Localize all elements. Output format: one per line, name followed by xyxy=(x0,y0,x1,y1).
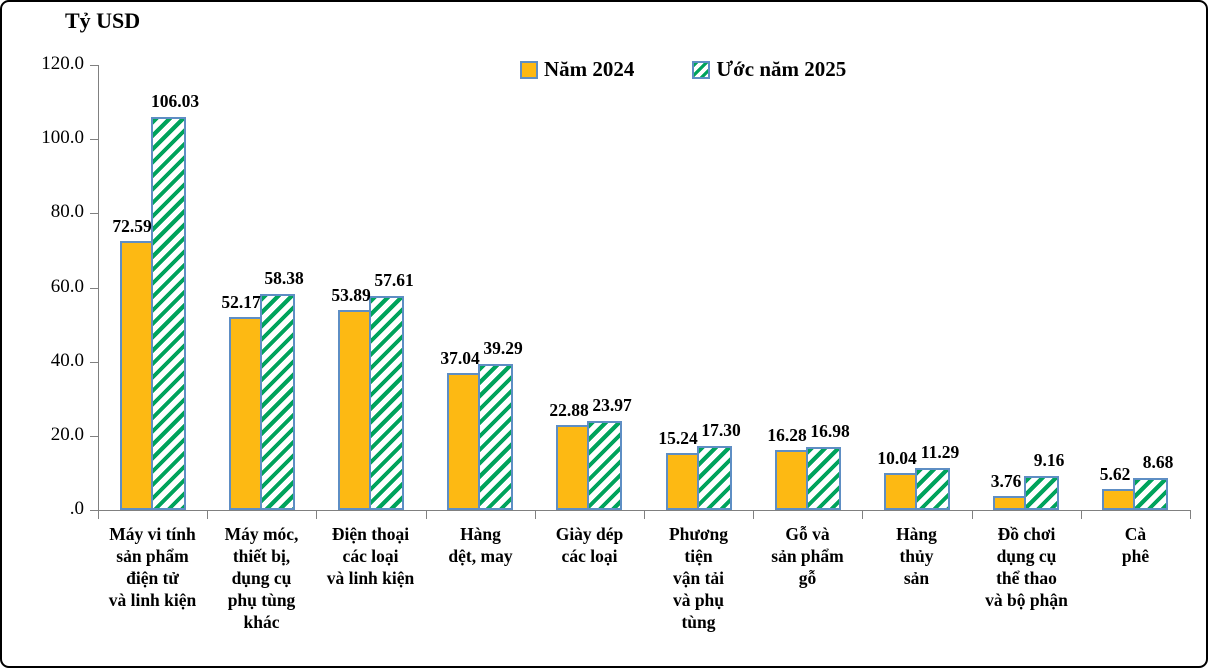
bar-2024-1 xyxy=(120,241,153,510)
value-label-2024-7: 16.28 xyxy=(767,425,807,445)
value-label-2025-6: 17.30 xyxy=(701,420,741,440)
y-axis-unit-label: Tỷ USD xyxy=(65,8,141,33)
x-category-label-4: Hàng dệt, may xyxy=(448,524,513,566)
legend-swatch-2025 xyxy=(692,60,711,79)
x-category-label-3: Điện thoại các loại và linh kiện xyxy=(326,524,415,588)
legend-swatch-2024 xyxy=(520,60,538,79)
x-axis-tick xyxy=(98,511,99,519)
value-label-2025-5: 23.97 xyxy=(592,395,632,415)
value-label-2024-5: 22.88 xyxy=(549,400,589,420)
bar-2025-1 xyxy=(151,117,186,510)
bar-2024-8 xyxy=(884,473,917,510)
bar-2024-3 xyxy=(338,310,371,510)
legend-item-2025: Ước năm 2025 xyxy=(692,57,846,82)
bar-2024-4 xyxy=(447,373,480,510)
x-axis-line xyxy=(98,510,1191,511)
x-category-label-5: Giày dép các loại xyxy=(555,524,624,566)
x-category-label-8: Hàng thủy sản xyxy=(896,524,937,588)
bar-2024-10 xyxy=(1102,489,1135,510)
x-axis-tick xyxy=(753,511,754,519)
legend-label-2025: Ước năm 2025 xyxy=(716,57,847,81)
y-axis-tick-label: 20.0 xyxy=(50,424,84,445)
y-axis-tick-label: 100.0 xyxy=(41,127,84,148)
value-label-2025-7: 16.98 xyxy=(810,421,850,441)
y-axis-tick-label: 40.0 xyxy=(50,350,84,371)
bar-2024-2 xyxy=(229,317,262,510)
y-axis-tick xyxy=(90,213,98,214)
y-axis-tick xyxy=(90,436,98,437)
x-axis-tick xyxy=(1190,511,1191,519)
x-axis-tick xyxy=(207,511,208,519)
bar-2025-3 xyxy=(369,296,404,510)
bar-2025-10 xyxy=(1133,478,1168,510)
bar-2025-2 xyxy=(260,294,295,510)
value-label-2024-2: 52.17 xyxy=(221,292,261,312)
y-axis-tick xyxy=(90,510,98,511)
value-label-2024-1: 72.59 xyxy=(112,216,152,236)
legend-item-2024: Năm 2024 xyxy=(520,57,634,82)
value-label-2024-9: 3.76 xyxy=(990,471,1022,491)
x-axis-tick xyxy=(1081,511,1082,519)
x-category-label-1: Máy vi tính sản phẩm điện tử và linh kiệ… xyxy=(108,524,197,610)
x-axis-tick xyxy=(972,511,973,519)
value-label-2025-4: 39.29 xyxy=(483,338,523,358)
value-label-2025-3: 57.61 xyxy=(374,270,414,290)
legend-label-2024: Năm 2024 xyxy=(544,57,635,81)
value-label-2024-6: 15.24 xyxy=(658,428,698,448)
value-label-2024-10: 5.62 xyxy=(1099,464,1131,484)
value-label-2024-3: 53.89 xyxy=(331,285,371,305)
value-label-2024-8: 10.04 xyxy=(877,448,917,468)
x-category-label-9: Đồ chơi dụng cụ thể thao và bộ phận xyxy=(985,524,1068,610)
x-category-label-2: Máy móc, thiết bị, dụng cụ phụ tùng khác xyxy=(224,524,299,632)
y-axis-tick-label: 80.0 xyxy=(50,201,84,222)
bar-2025-5 xyxy=(587,421,622,510)
bar-2024-7 xyxy=(775,450,808,510)
x-axis-tick xyxy=(316,511,317,519)
x-axis-tick xyxy=(535,511,536,519)
y-axis-tick-label: 120.0 xyxy=(41,53,84,74)
value-label-2024-4: 37.04 xyxy=(440,348,480,368)
bar-2025-8 xyxy=(915,468,950,510)
y-axis-tick xyxy=(90,139,98,140)
bar-2024-6 xyxy=(666,453,699,510)
value-label-2025-8: 11.29 xyxy=(920,442,960,462)
y-axis-tick-label: .0 xyxy=(69,498,84,519)
x-axis-tick xyxy=(862,511,863,519)
x-axis-tick xyxy=(644,511,645,519)
y-axis-line xyxy=(98,65,99,510)
legend: Năm 2024 Ước năm 2025 xyxy=(520,57,846,82)
bar-2024-5 xyxy=(556,425,589,510)
value-label-2025-10: 8.68 xyxy=(1142,452,1174,472)
bar-2025-9 xyxy=(1024,476,1059,510)
x-axis-tick xyxy=(426,511,427,519)
value-label-2025-1: 106.03 xyxy=(150,91,200,111)
y-axis-tick xyxy=(90,288,98,289)
y-axis-tick xyxy=(90,362,98,363)
x-category-label-6: Phương tiện vận tải và phụ tùng xyxy=(668,524,729,632)
value-label-2025-9: 9.16 xyxy=(1033,450,1065,470)
y-axis-tick xyxy=(90,65,98,66)
bar-2025-6 xyxy=(697,446,732,510)
x-category-label-10: Cà phê xyxy=(1121,524,1150,566)
bar-2025-7 xyxy=(806,447,841,510)
value-label-2025-2: 58.38 xyxy=(264,268,304,288)
y-axis-tick-label: 60.0 xyxy=(50,276,84,297)
x-category-label-7: Gỗ và sản phẩm gỗ xyxy=(771,524,844,588)
bar-2024-9 xyxy=(993,496,1026,510)
bar-2025-4 xyxy=(478,364,513,510)
